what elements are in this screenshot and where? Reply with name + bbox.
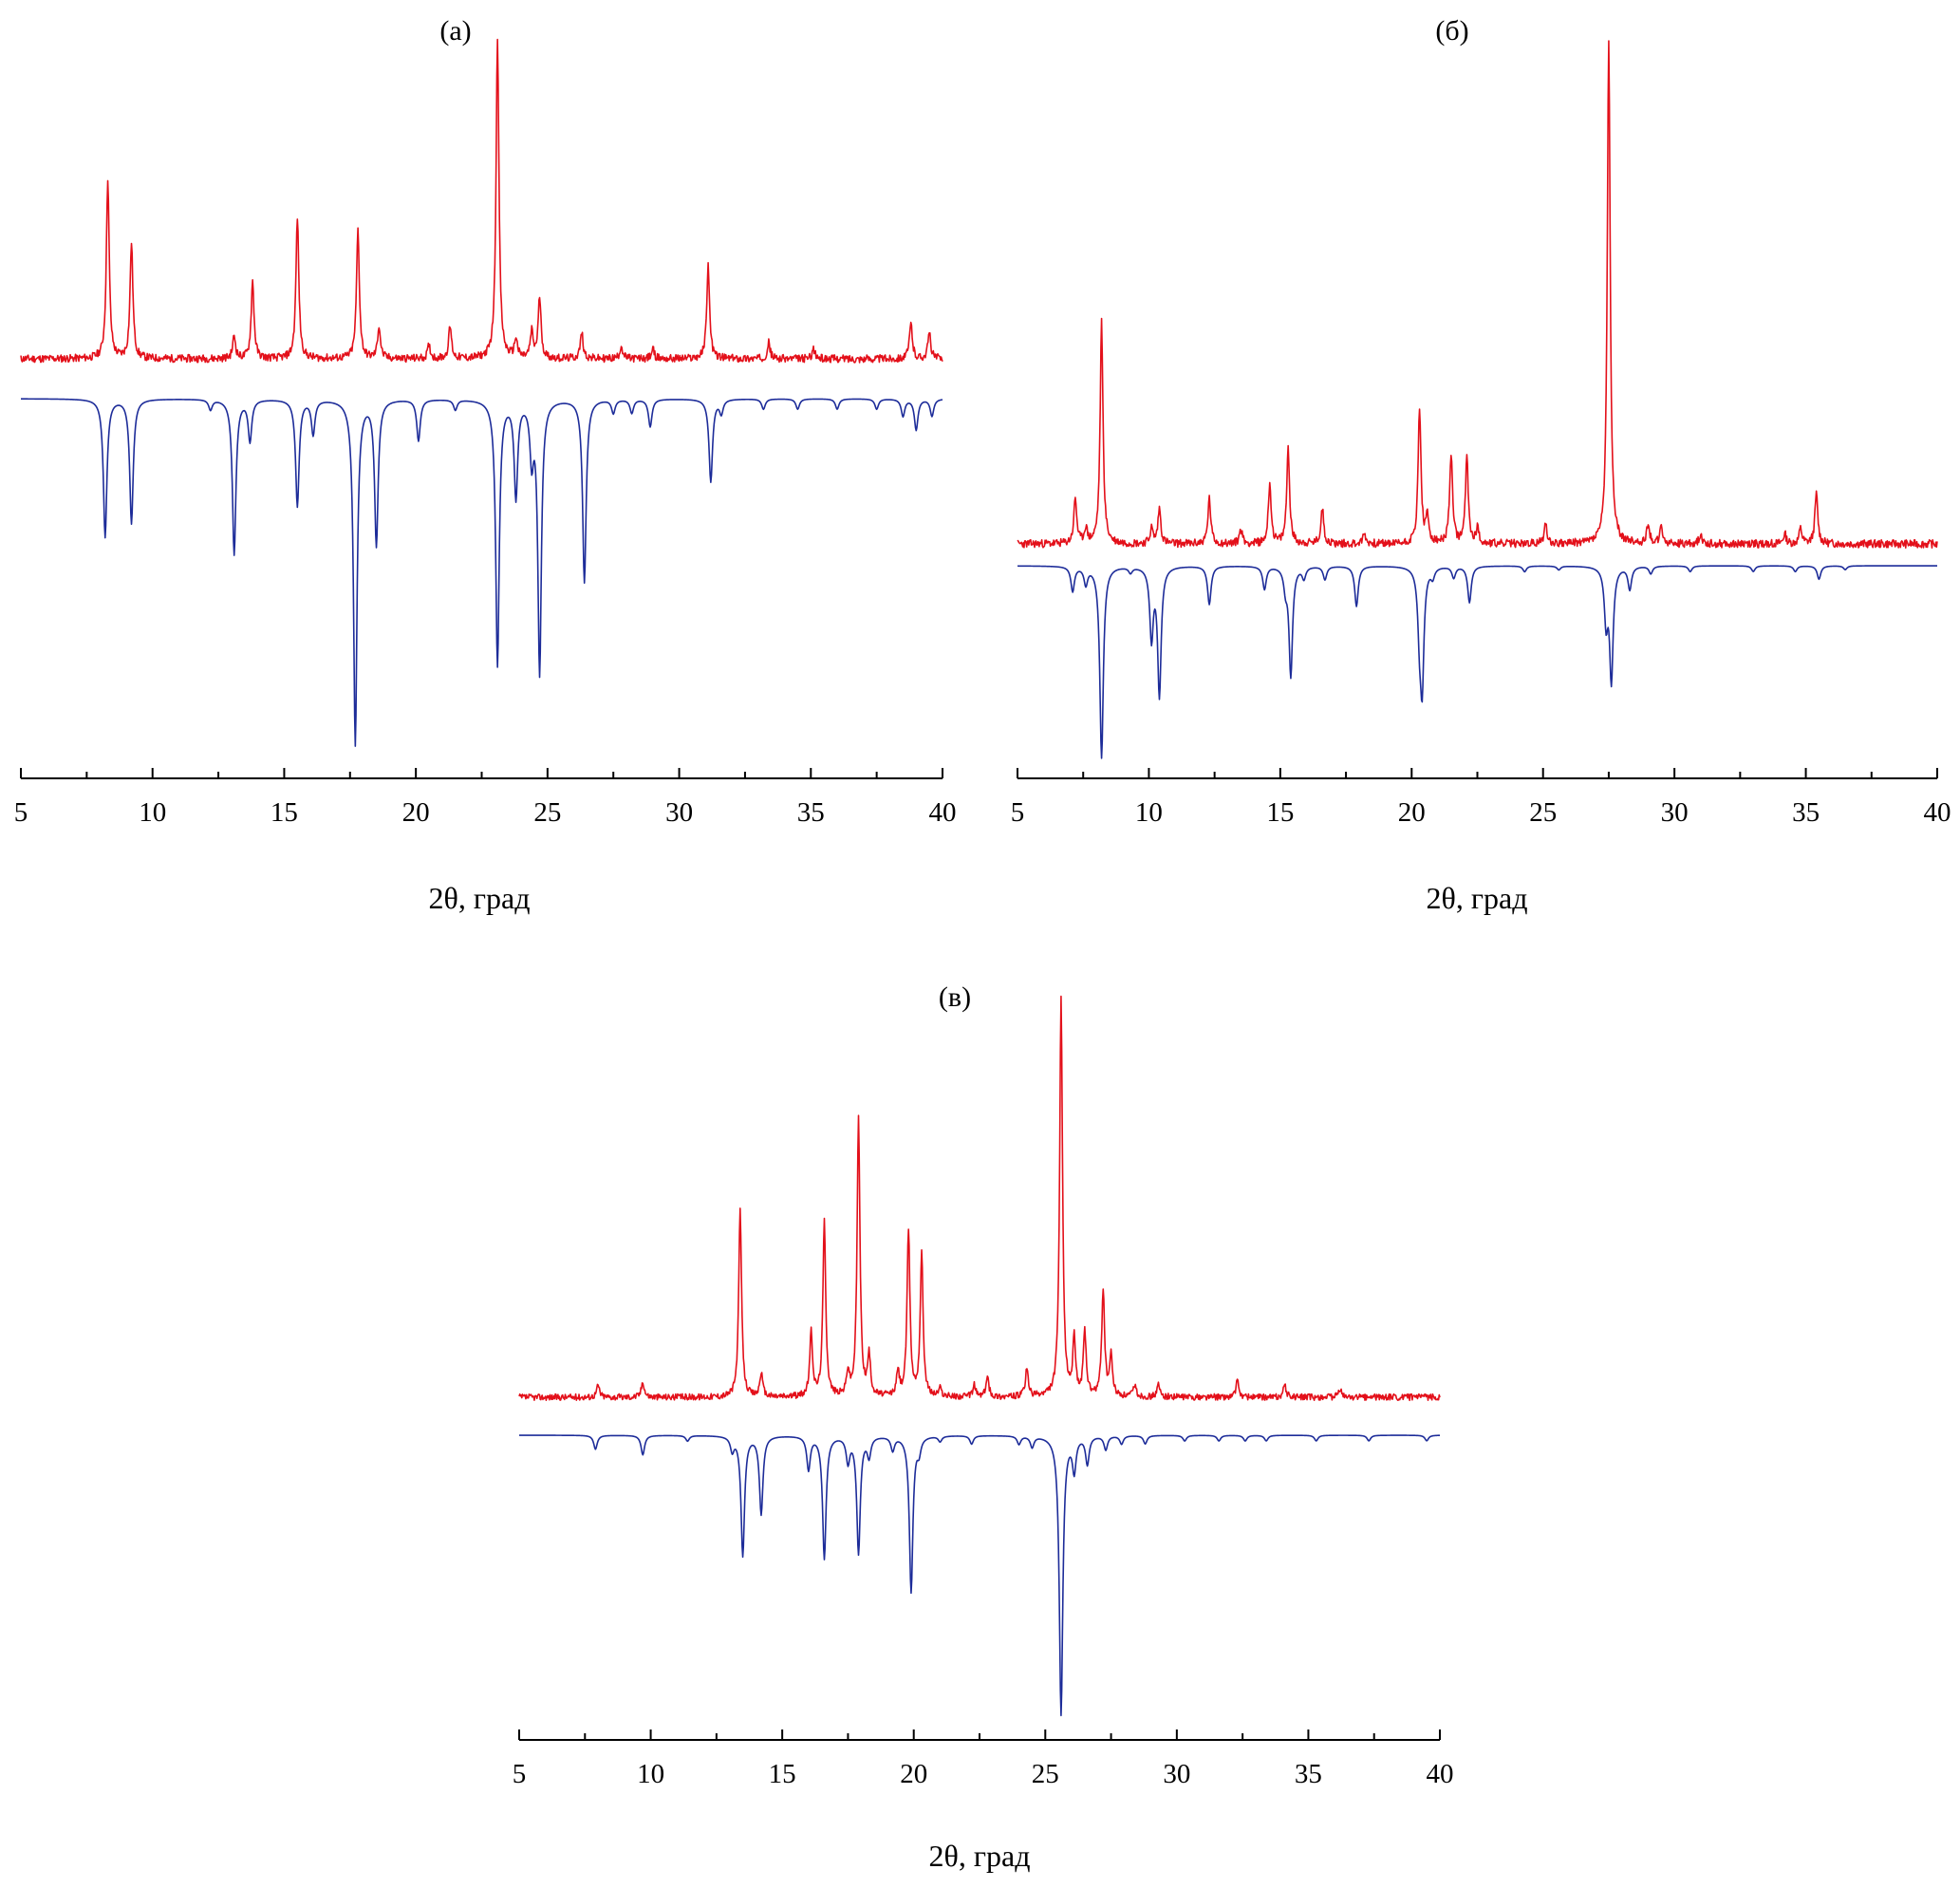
- x-axis-ticks-c: [518, 1729, 1441, 1740]
- tick-label-b-40: 40: [1924, 797, 1951, 828]
- tick-label-b-5: 5: [1011, 797, 1025, 828]
- tick-label-a-30: 30: [665, 797, 693, 828]
- tick-label-c-5: 5: [513, 1759, 527, 1789]
- x-axis-tick-labels-b: 5 10 15 20 25 30 35 40: [1011, 797, 1951, 828]
- tick-label-c-20: 20: [900, 1759, 927, 1789]
- x-axis-tick-labels-a: 5 10 15 20 25 30 35 40: [14, 797, 957, 828]
- tick-label-a-20: 20: [402, 797, 430, 828]
- tick-label-b-30: 30: [1661, 797, 1689, 828]
- tick-label-b-20: 20: [1398, 797, 1426, 828]
- tick-label-a-35: 35: [797, 797, 825, 828]
- tick-label-a-25: 25: [533, 797, 561, 828]
- tick-label-b-10: 10: [1135, 797, 1163, 828]
- calculated-trace-c: [518, 1434, 1441, 1717]
- tick-label-a-40: 40: [929, 797, 957, 828]
- tick-label-a-5: 5: [14, 797, 28, 828]
- panel-label-b: (б): [1435, 15, 1468, 47]
- tick-label-a-15: 15: [271, 797, 298, 828]
- x-axis-tick-labels-c: 5 10 15 20 25 30 35 40: [513, 1759, 1454, 1789]
- tick-label-a-10: 10: [139, 797, 166, 828]
- tick-label-b-15: 15: [1266, 797, 1294, 828]
- panel-c: (в) 5 10 15 20 25 30 35 40 2θ, град: [513, 981, 1454, 1873]
- tick-label-c-25: 25: [1032, 1759, 1059, 1789]
- tick-label-c-10: 10: [637, 1759, 664, 1789]
- x-axis-ticks-b: [1017, 768, 1938, 778]
- experimental-trace-a: [20, 38, 943, 364]
- panel-label-a: (а): [439, 15, 471, 47]
- tick-label-b-25: 25: [1529, 797, 1557, 828]
- calculated-trace-b: [1017, 565, 1938, 759]
- panel-a: (а) 5 10 15 20 25 30 35 40 2θ, град: [14, 15, 957, 915]
- experimental-trace-c: [518, 995, 1441, 1402]
- panel-b: (б) 5 10 15 20 25 30 35 40 2θ, град: [1011, 15, 1951, 915]
- calculated-trace-a: [20, 398, 943, 747]
- tick-label-c-35: 35: [1295, 1759, 1322, 1789]
- x-axis-ticks-a: [20, 768, 943, 778]
- tick-label-c-40: 40: [1427, 1759, 1454, 1789]
- x-axis-title-b: 2θ, град: [1427, 881, 1528, 915]
- experimental-trace-b: [1017, 40, 1938, 549]
- x-axis-title-c: 2θ, град: [929, 1839, 1031, 1873]
- x-axis-title-a: 2θ, град: [429, 881, 531, 915]
- tick-label-b-35: 35: [1792, 797, 1820, 828]
- panel-label-c: (в): [939, 981, 971, 1013]
- tick-label-c-15: 15: [769, 1759, 796, 1789]
- tick-label-c-30: 30: [1163, 1759, 1190, 1789]
